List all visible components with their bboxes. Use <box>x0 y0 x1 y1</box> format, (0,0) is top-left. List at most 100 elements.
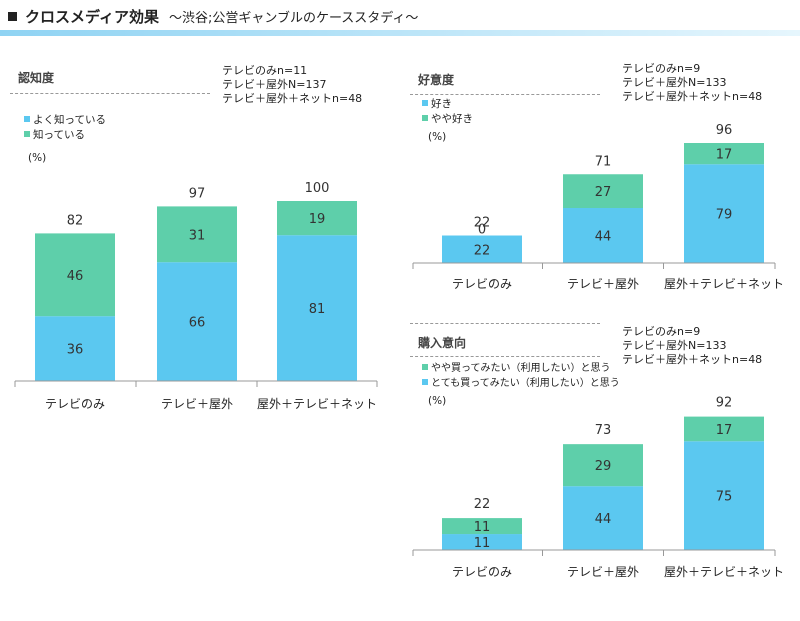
bar-segment <box>563 486 643 550</box>
bar-segment <box>442 518 522 535</box>
legend-swatch <box>422 379 428 385</box>
chart-title: 購入意向 <box>418 336 467 350</box>
legend-label: よく知っている <box>33 114 106 126</box>
legend-swatch <box>422 100 428 106</box>
legend-swatch <box>422 364 428 370</box>
total-label: 97 <box>189 186 206 201</box>
chart-title: 認知度 <box>18 71 55 85</box>
sample-note: テレビ＋屋外N=133 <box>622 76 727 89</box>
total-label: 96 <box>716 123 733 138</box>
sample-note: テレビ＋屋外＋ネットn=48 <box>222 92 363 105</box>
category-label: 屋外＋テレビ＋ネット <box>664 277 784 291</box>
section-divider <box>410 94 600 95</box>
sample-note: テレビ＋屋外＋ネットn=48 <box>622 353 763 366</box>
legend-item: やや買ってみたい（利用したい）と思う <box>422 361 620 376</box>
category-label: テレビのみ <box>452 277 512 291</box>
data-label: 46 <box>67 269 84 284</box>
sample-note: テレビのみn=11 <box>222 64 308 77</box>
sample-note: テレビのみn=9 <box>622 62 701 75</box>
category-label: 屋外＋テレビ＋ネット <box>664 565 784 579</box>
data-label: 29 <box>595 459 612 474</box>
data-label: 11 <box>474 520 491 535</box>
total-label: 22 <box>474 216 491 231</box>
data-label: 22 <box>474 243 491 258</box>
bar-segment <box>442 235 522 263</box>
legend-item: 好き <box>422 97 473 112</box>
section-divider <box>10 93 210 94</box>
bar-segment <box>35 316 115 381</box>
unit-label: (%) <box>428 395 447 407</box>
category-label: テレビのみ <box>45 397 105 411</box>
bar-segment <box>442 534 522 550</box>
data-label: 36 <box>67 343 84 358</box>
section-divider <box>410 323 600 324</box>
legend: よく知っている 知っている <box>24 113 106 143</box>
bar-segment <box>684 164 764 263</box>
page-subtitle: ～渋谷;公営ギャンブルのケーススタディ～ <box>168 11 419 26</box>
total-label: 82 <box>67 213 84 228</box>
data-label: 75 <box>716 490 733 505</box>
page-title: クロスメディア効果 ～渋谷;公営ギャンブルのケーススタディ～ <box>8 6 418 27</box>
stacked-bar-chart: 36 46 82 テレビのみ 66 31 97 テレビ＋屋外 81 19 100 屋外＋テレビ＋ネット <box>14 181 378 411</box>
total-label: 92 <box>716 396 733 411</box>
sample-notes: テレビのみn=9 テレビ＋屋外N=133 テレビ＋屋外＋ネットn=48 <box>622 62 762 104</box>
total-label: 71 <box>595 154 612 169</box>
bar-segment <box>157 262 237 381</box>
data-label: 11 <box>474 536 491 551</box>
bar-segment <box>684 143 764 165</box>
legend-swatch <box>422 115 428 121</box>
page-title-text: クロスメディア効果 <box>25 8 159 26</box>
bar-segment <box>157 206 237 263</box>
legend: 好き やや好き <box>422 97 473 127</box>
legend-swatch <box>24 131 30 137</box>
unit-label: (%) <box>428 131 447 143</box>
legend: やや買ってみたい（利用したい）と思う とても買ってみたい（利用したい）と思う <box>422 361 620 391</box>
bar-segment <box>684 441 764 550</box>
category-label: テレビ＋屋外 <box>567 277 639 291</box>
data-label: 0 <box>478 223 486 238</box>
legend-item: とても買ってみたい（利用したい）と思う <box>422 376 620 391</box>
bar-segment <box>684 416 764 442</box>
sample-note: テレビ＋屋外N=137 <box>222 78 327 91</box>
title-rule <box>0 30 800 36</box>
category-label: テレビ＋屋外 <box>567 565 639 579</box>
data-label: 44 <box>595 230 612 245</box>
bar-segment <box>563 444 643 487</box>
legend-label: とても買ってみたい（利用したい）と思う <box>431 378 620 389</box>
legend-item: やや好き <box>422 112 473 127</box>
bar-segment <box>35 233 115 317</box>
sample-notes: テレビのみn=9 テレビ＋屋外N=133 テレビ＋屋外＋ネットn=48 <box>622 325 762 367</box>
legend-label: 好き <box>431 98 452 110</box>
legend-label: やや好き <box>431 113 473 125</box>
total-label: 100 <box>305 181 330 196</box>
unit-label: (%) <box>28 152 47 164</box>
data-label: 27 <box>595 185 612 200</box>
legend-item: 知っている <box>24 128 106 143</box>
legend-item: よく知っている <box>24 113 106 128</box>
bar-segment <box>277 201 357 236</box>
category-label: 屋外＋テレビ＋ネット <box>257 397 377 411</box>
legend-swatch <box>24 116 30 122</box>
total-label: 73 <box>595 423 612 438</box>
bar-segment <box>563 174 643 208</box>
legend-label: 知っている <box>33 129 85 141</box>
data-label: 31 <box>189 228 206 243</box>
total-label: 22 <box>474 497 491 512</box>
data-label: 44 <box>595 512 612 527</box>
data-label: 19 <box>309 212 326 227</box>
chart-title: 好意度 <box>418 73 455 87</box>
bar-segment <box>277 235 357 381</box>
bar-segment <box>563 208 643 263</box>
sample-note: テレビ＋屋外N=133 <box>622 339 727 352</box>
data-label: 17 <box>716 423 733 438</box>
section-divider <box>410 356 600 357</box>
data-label: 79 <box>716 208 733 223</box>
data-label: 66 <box>189 316 206 331</box>
sample-notes: テレビのみn=11 テレビ＋屋外N=137 テレビ＋屋外＋ネットn=48 <box>222 64 362 106</box>
data-label: 81 <box>309 302 326 317</box>
sample-note: テレビのみn=9 <box>622 325 701 338</box>
sample-note: テレビ＋屋外＋ネットn=48 <box>622 90 763 103</box>
category-label: テレビのみ <box>452 565 512 579</box>
